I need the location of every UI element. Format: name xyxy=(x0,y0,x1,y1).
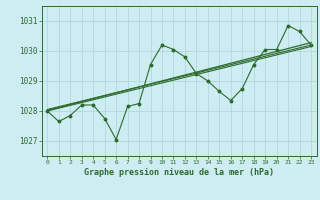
X-axis label: Graphe pression niveau de la mer (hPa): Graphe pression niveau de la mer (hPa) xyxy=(84,168,274,177)
